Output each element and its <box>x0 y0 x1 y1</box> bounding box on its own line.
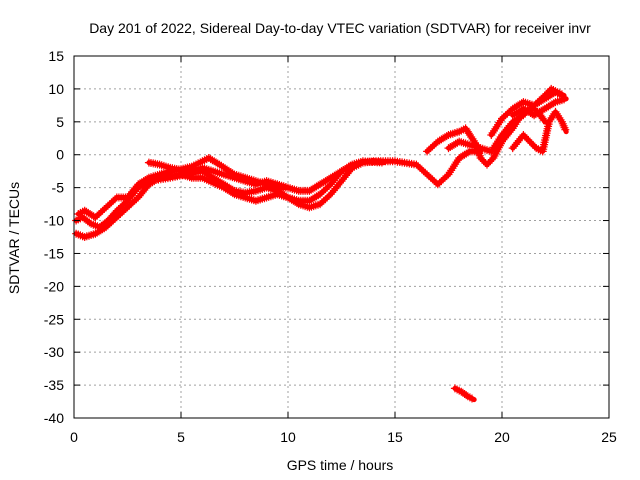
y-tick-label: 0 <box>56 147 64 163</box>
x-tick-label: 5 <box>177 429 185 445</box>
series-arc-8 <box>508 107 570 156</box>
series-arc-9 <box>508 95 569 120</box>
y-tick-label: -25 <box>44 311 64 327</box>
y-tick-label: 15 <box>48 48 64 64</box>
series-arc-7 <box>487 84 567 139</box>
plot-frame <box>73 55 610 419</box>
grid <box>74 56 609 418</box>
data-point-markers <box>508 95 569 120</box>
y-tick-label: -10 <box>44 213 64 229</box>
data-point-markers <box>487 84 566 139</box>
data-point-markers <box>508 107 570 156</box>
data-layer <box>72 84 570 403</box>
y-tick-label: -35 <box>44 377 64 393</box>
x-tick-label: 20 <box>494 429 510 445</box>
x-tick-label: 25 <box>601 429 617 445</box>
axis-ticks: 0 5 10 15 20 25 -40 -35 -30 -25 -20 -15 -10 -5 0 5 10 15 <box>44 48 617 445</box>
x-tick-label: 0 <box>70 429 78 445</box>
y-tick-label: -40 <box>44 410 64 426</box>
series-arc-4 <box>144 158 291 191</box>
series-arc-10 <box>450 384 477 403</box>
y-axis-title: SDTVAR / TECUs <box>6 182 22 294</box>
x-axis-title: GPS time / hours <box>287 457 394 473</box>
y-tick-label: -5 <box>52 180 65 196</box>
data-point-markers <box>144 158 290 191</box>
y-tick-label: 10 <box>48 81 64 97</box>
x-tick-label: 10 <box>280 429 296 445</box>
chart-title: Day 201 of 2022, Sidereal Day-to-day VTE… <box>89 20 591 36</box>
x-tick-label: 15 <box>387 429 403 445</box>
y-tick-label: 5 <box>56 114 64 130</box>
data-point-markers <box>450 384 476 403</box>
y-tick-label: -15 <box>44 245 64 261</box>
y-tick-label: -30 <box>44 344 64 360</box>
y-tick-label: -20 <box>44 278 64 294</box>
